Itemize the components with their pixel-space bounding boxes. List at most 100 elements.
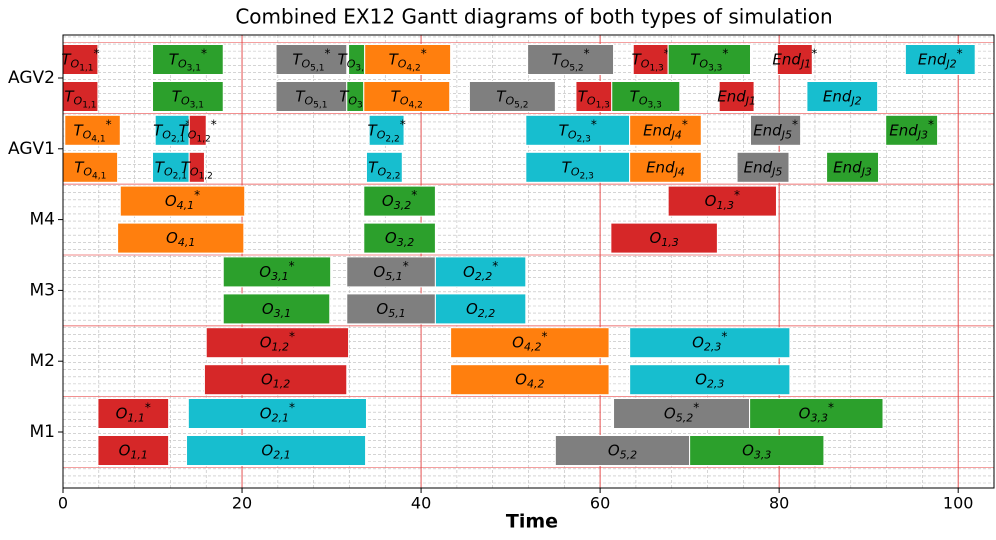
bar-label-part: *	[721, 329, 727, 343]
bar-label-part: T	[155, 158, 166, 176]
bar-label-part: 3,1	[190, 100, 204, 110]
bar-label: TO1,3*	[632, 46, 670, 73]
bar-label-part: 2,3	[579, 171, 593, 181]
x-tick-label: 100	[943, 494, 974, 513]
bar-label-part: T	[74, 158, 85, 176]
x-tick-label: 40	[411, 494, 431, 513]
gantt-bar	[750, 114, 802, 146]
bar-label-part: 3,3	[754, 449, 772, 462]
bar-label-part: *	[411, 188, 417, 202]
bar-label-part: End	[918, 50, 947, 68]
bar-label-part: 1,2	[272, 341, 290, 354]
gantt-bar	[119, 185, 246, 217]
bar-label-part: *	[289, 329, 295, 343]
gantt-bar	[368, 114, 405, 146]
bar-label-part: 4,1	[178, 236, 196, 249]
bar-label-part: O	[347, 58, 356, 71]
bar-label-part: *	[734, 188, 740, 202]
bar-label: O5,2*	[664, 400, 699, 425]
bar-label-part: O	[587, 95, 596, 108]
gantt-bar	[629, 327, 791, 359]
bar-label-part: *	[722, 46, 728, 60]
gantt-bar	[363, 222, 436, 254]
gantt-bar	[525, 114, 631, 146]
bar-label-part: 4,2	[527, 378, 545, 391]
y-tick-label: M1	[30, 422, 55, 442]
bar-label-part: *	[591, 117, 597, 131]
bar-label: TO3,3*	[690, 46, 728, 73]
bar-label-part: *	[94, 46, 100, 60]
bar-label: TO4,2*	[389, 46, 427, 73]
bar-label-part: 3,2	[355, 63, 369, 73]
gantt-bar	[629, 151, 702, 183]
bar-label-part: 3,3	[810, 412, 828, 425]
bar-label-part: 2,2	[385, 134, 399, 144]
bar-label-part: 5,1	[388, 307, 406, 320]
bar-label: TO4,1	[74, 158, 106, 181]
bar-label: O2,3*	[692, 329, 727, 354]
bar-label-part: O	[348, 95, 357, 108]
gantt-bar	[346, 293, 436, 325]
bar-label-part: *	[145, 400, 151, 414]
bar-label-part: J5	[770, 165, 782, 178]
bar-label-part: O	[382, 192, 394, 210]
gantt-bar	[152, 81, 224, 112]
x-tick-label: 60	[590, 494, 610, 513]
gantt-bar	[187, 398, 367, 429]
gantt-bar	[826, 151, 880, 183]
y-tick-label: M3	[30, 280, 55, 300]
bar-label: O2,3	[695, 370, 724, 391]
bar-label: TO3,1	[172, 87, 204, 110]
bar-label: O1,2*	[260, 329, 295, 354]
bar-label: EndJ2	[823, 87, 862, 108]
gantt-bar	[97, 435, 170, 466]
x-tick-label: 20	[232, 494, 252, 513]
bar-label: TO5,1*	[292, 46, 330, 73]
bar-label-part: T	[181, 158, 192, 176]
bar-label: O3,1	[262, 299, 291, 320]
bar-label: O4,2*	[512, 329, 547, 354]
bar-label-part: T	[632, 50, 643, 68]
bar-label-part: T	[559, 121, 570, 139]
bar-label-part: 2,1	[273, 449, 291, 462]
bar-label-part: O	[116, 404, 128, 422]
bar-label-part: O	[641, 58, 650, 71]
bar-label-part: O	[639, 95, 648, 108]
bar-label-part: O	[742, 441, 754, 459]
bar-label-part: T	[172, 87, 183, 105]
bar-label-part: 1,1	[130, 449, 148, 462]
bar-label-part: *	[811, 46, 817, 60]
gantt-bar	[203, 364, 348, 396]
gantt-bar	[186, 435, 367, 466]
bar-label-part: 4,1	[92, 171, 106, 181]
gantt-bar	[62, 81, 99, 112]
gantt-bar	[364, 44, 452, 75]
bar-label-part: O	[376, 299, 388, 317]
bar-label-part: T	[368, 158, 379, 176]
bar-label-part: *	[289, 258, 295, 272]
bar-label-part: J1	[799, 58, 811, 71]
bar-label: EndJ3*	[889, 117, 934, 142]
bar-label: TO5,2*	[551, 46, 589, 73]
bar-label: O3,2	[385, 229, 414, 250]
gantt-bar	[222, 293, 331, 325]
bar-label-part: 1,2	[199, 171, 213, 181]
bar-label-part: 2,2	[386, 171, 400, 181]
bar-label-part: End	[889, 121, 918, 139]
bar-label-part: O	[699, 58, 708, 71]
bar-label-part: J3	[860, 165, 872, 178]
bar-label-part: O	[377, 128, 386, 141]
bar-label-part: O	[83, 128, 92, 141]
bar-label-part: O	[568, 128, 577, 141]
bar-label-part: O	[305, 95, 314, 108]
bar-label: O3,1*	[259, 258, 294, 283]
bar-label-part: T	[391, 87, 402, 105]
bar-label-part: O	[463, 262, 475, 280]
bar-label-part: O	[181, 95, 190, 108]
bar-label: EndJ5*	[753, 117, 798, 142]
bar-label-part: O	[373, 262, 385, 280]
bar-label-part: 3,1	[274, 307, 292, 320]
bar-label-part: 5,1	[310, 63, 324, 73]
bar-label-part: O	[166, 229, 178, 247]
